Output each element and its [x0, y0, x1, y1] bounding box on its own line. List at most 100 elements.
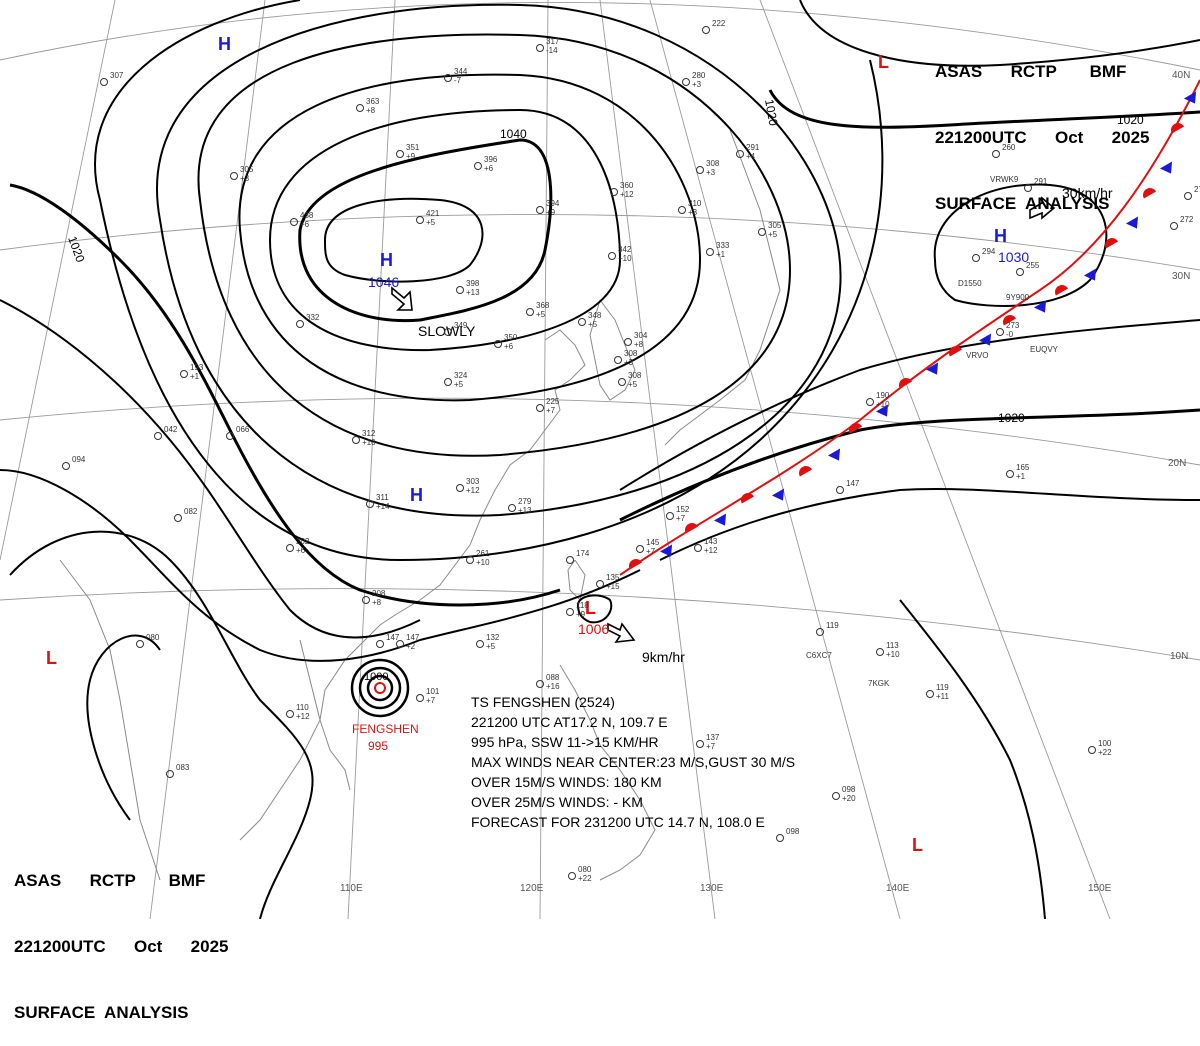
station-pressure: 305: [240, 165, 254, 174]
station-pressure: 042: [164, 425, 178, 434]
station-tendency: +5: [588, 320, 598, 329]
low-motion-1006: 9km/hr: [642, 649, 685, 665]
station-tendency: +20: [842, 794, 856, 803]
station-pressure: 344: [454, 67, 468, 76]
station-tendency: +8: [366, 106, 376, 115]
station-pressure: 394: [546, 199, 560, 208]
lon-label-130e: 130E: [700, 883, 724, 894]
ship-id: EUQVY: [1030, 345, 1059, 354]
header-line-1: ASAS RCTP BMF: [14, 870, 229, 892]
typhoon-info-line: OVER 15M/S WINDS: 180 KM: [471, 772, 811, 792]
station-pressure: 272: [1180, 215, 1194, 224]
high-center-south: H: [410, 485, 423, 505]
station-tendency: +1: [716, 250, 726, 259]
station-pressure: 438: [300, 211, 314, 220]
station-pressure: 190: [876, 391, 890, 400]
station-pressure: 351: [406, 143, 420, 152]
lon-label-150e: 150E: [1088, 883, 1112, 894]
station-tendency: +10: [476, 558, 490, 567]
station-tendency: +13: [518, 506, 532, 515]
station-pressure: 317: [546, 37, 560, 46]
isobar-label-1040: 1040: [500, 127, 527, 141]
station-pressure: 333: [716, 241, 730, 250]
station-tendency: +3: [240, 174, 250, 183]
lat-label-30n: 30N: [1172, 271, 1190, 282]
station-tendency: +9: [406, 152, 416, 161]
low-center-ne: L: [878, 52, 889, 72]
station-pressure: 294: [982, 247, 996, 256]
station-tendency: +12: [620, 190, 634, 199]
station-tendency: +8: [634, 340, 644, 349]
typhoon-info-line: FORECAST FOR 231200 UTC 14.7 N, 108.0 E: [471, 812, 811, 832]
station-tendency: +5: [486, 642, 496, 651]
station-tendency: +11: [936, 692, 950, 701]
station-tendency: +10: [618, 254, 632, 263]
station-pressure: 324: [454, 371, 468, 380]
station-tendency: +7: [426, 696, 436, 705]
lat-label-40n: 40N: [1172, 70, 1190, 81]
station-pressure: 308: [628, 371, 642, 380]
lon-label-120e: 120E: [520, 883, 544, 894]
station-pressure: 342: [618, 245, 632, 254]
station-tendency: -0: [1006, 330, 1014, 339]
station-pressure: 147: [846, 479, 860, 488]
high-value-1030: 1030: [998, 249, 1029, 265]
low-center-west: L: [46, 648, 57, 668]
lat-label-20n: 20N: [1168, 458, 1186, 469]
ship-id: VRVO: [966, 351, 989, 360]
station-tendency: +12: [704, 546, 718, 555]
station-pressure: 119: [826, 621, 839, 630]
station-pressure: 094: [72, 455, 86, 464]
station-pressure: 113: [886, 641, 899, 650]
typhoon-pressure: 995: [368, 739, 388, 753]
station-tendency: +16: [546, 682, 560, 691]
station-pressure: 152: [676, 505, 690, 514]
typhoon-info-line: 221200 UTC AT17.2 N, 109.7 E: [471, 712, 811, 732]
station-pressure: 311: [376, 493, 389, 502]
station-tendency: +7: [646, 547, 656, 556]
low-center-se: L: [912, 835, 923, 855]
station-tendency: +6: [484, 164, 494, 173]
station-pressure: 080: [146, 633, 160, 642]
typhoon-info-line: TS FENGSHEN (2524): [471, 692, 811, 712]
ship-id: C6XC7: [806, 651, 832, 660]
header-line-2: 221200UTC Oct 2025: [14, 936, 229, 958]
station-tendency: +3: [692, 80, 702, 89]
station-tendency: -7: [454, 76, 462, 85]
station-pressure: 083: [176, 763, 190, 772]
header-line-1: ASAS RCTP BMF: [935, 61, 1150, 83]
station-tendency: +12: [296, 712, 310, 721]
station-pressure: 308: [624, 349, 638, 358]
station-tendency: +9: [576, 610, 586, 619]
station-pressure: 348: [588, 311, 602, 320]
typhoon-inner-isobar: 1000: [364, 671, 388, 683]
high-value-1046: 1046: [368, 274, 399, 290]
station-tendency: +6: [296, 546, 306, 555]
station-pressure: 308: [706, 159, 720, 168]
station-pressure: 307: [110, 71, 124, 80]
station-tendency: +5: [426, 218, 436, 227]
station-pressure: 118: [576, 601, 589, 610]
station-tendency: +6: [300, 220, 310, 229]
ship-id: 7KGK: [868, 679, 890, 688]
station-pressure: 368: [536, 301, 550, 310]
lon-label-140e: 140E: [886, 883, 910, 894]
station-tendency: +8: [372, 598, 382, 607]
station-pressure: 101: [426, 687, 440, 696]
station-tendency: +5: [454, 380, 464, 389]
chart-header-top-right: ASAS RCTP BMF 221200UTC Oct 2025 SURFACE…: [935, 17, 1150, 237]
station-pressure: 303: [466, 477, 480, 486]
station-tendency: -14: [546, 46, 558, 55]
station-pressure: 143: [704, 537, 718, 546]
station-tendency: +7: [546, 406, 556, 415]
station-pressure: 110: [296, 703, 309, 712]
station-pressure: 174: [576, 549, 590, 558]
station-tendency: +13: [466, 288, 480, 297]
station-pressure: 066: [236, 425, 250, 434]
header-line-3: SURFACE ANALYSIS: [935, 193, 1150, 215]
station-pressure: 396: [484, 155, 498, 164]
station-pressure: 202: [296, 537, 310, 546]
ship-id: 9Y900: [1006, 293, 1030, 302]
station-pressure: 310: [688, 199, 702, 208]
station-pressure: 147: [386, 633, 400, 642]
